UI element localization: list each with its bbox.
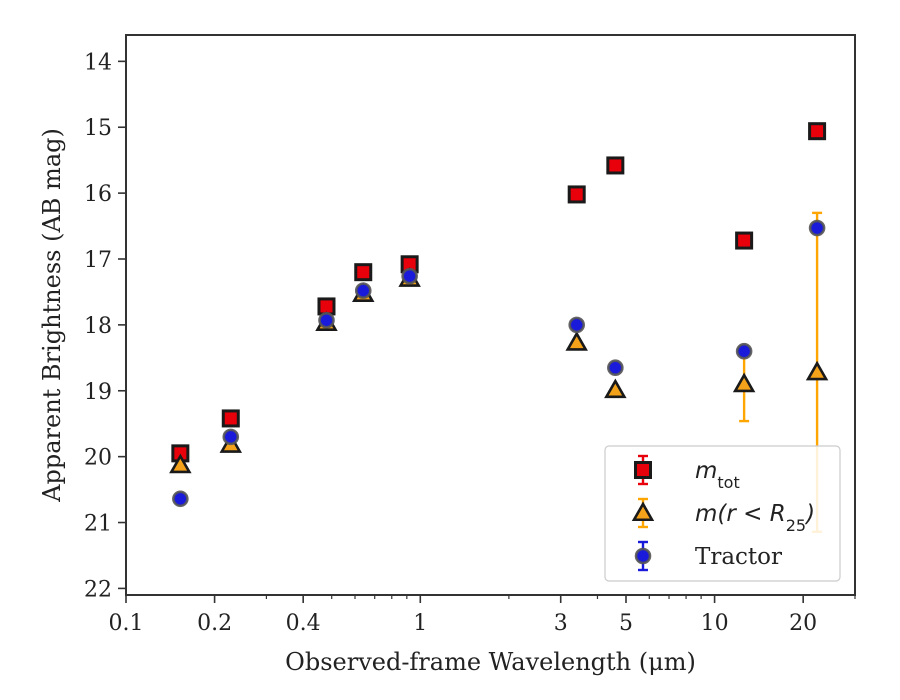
y-tick-label: 18 <box>84 314 112 339</box>
data-point-triangle <box>565 331 588 351</box>
x-tick-label: 0.1 <box>109 611 144 636</box>
legend-label: m(r < R25) <box>695 501 815 535</box>
legend-marker-circle <box>634 547 652 565</box>
data-point-circle <box>172 490 189 508</box>
y-tick-label: 20 <box>84 446 112 471</box>
data-point-square <box>354 263 373 282</box>
x-tick-label: 5 <box>619 611 633 636</box>
x-tick-label: 0.2 <box>197 611 232 636</box>
x-tick-label: 20 <box>789 611 817 636</box>
data-point-square <box>735 231 754 250</box>
plot-frame <box>125 34 856 596</box>
x-tick-label: 3 <box>554 611 568 636</box>
x-tick-label: 0.4 <box>286 611 321 636</box>
data-point-circle <box>735 342 753 360</box>
data-point-circle <box>222 428 240 446</box>
data-point-circle <box>568 316 586 334</box>
data-point-triangle <box>169 453 192 474</box>
y-tick-label: 16 <box>84 182 112 207</box>
data-point-circle <box>354 282 372 299</box>
y-tick-label: 22 <box>84 577 112 602</box>
legend: mtot m(r < R25) Tractor <box>604 445 841 582</box>
y-tick-label: 21 <box>84 512 112 537</box>
legend-label: Tractor <box>695 544 782 570</box>
x-tick-label: 10 <box>701 611 729 636</box>
y-tick-label: 15 <box>84 116 112 141</box>
data-point-triangle <box>732 372 756 393</box>
legend-marker-triangle <box>631 501 655 522</box>
x-axis-label: Observed-frame Wavelength (μm) <box>285 648 696 676</box>
y-tick-label: 14 <box>84 50 112 75</box>
legend-label: mtot <box>695 458 740 492</box>
data-point-circle <box>607 359 624 377</box>
y-axis-label: Apparent Brightness (AB mag) <box>38 128 66 503</box>
data-point-square <box>567 185 586 204</box>
data-point-circle <box>808 219 826 237</box>
ticks-layer: 0.1 0.2 0.4 1 3 5 10 20 14 15 16 17 18 19 20 21 22 <box>84 50 856 636</box>
data-point-triangle <box>604 378 627 399</box>
y-tick-label: 17 <box>84 248 112 273</box>
data-point-square <box>606 156 625 175</box>
x-tick-label: 1 <box>413 611 427 636</box>
data-point-circle <box>318 311 335 329</box>
data-point-triangle <box>805 360 829 381</box>
data-point-square <box>808 122 827 141</box>
data-point-circle <box>401 267 418 285</box>
y-tick-label: 19 <box>84 380 112 405</box>
legend-marker-square <box>634 461 652 479</box>
legend-box <box>604 445 841 582</box>
marker-layer <box>169 122 829 508</box>
data-point-square <box>221 409 240 428</box>
